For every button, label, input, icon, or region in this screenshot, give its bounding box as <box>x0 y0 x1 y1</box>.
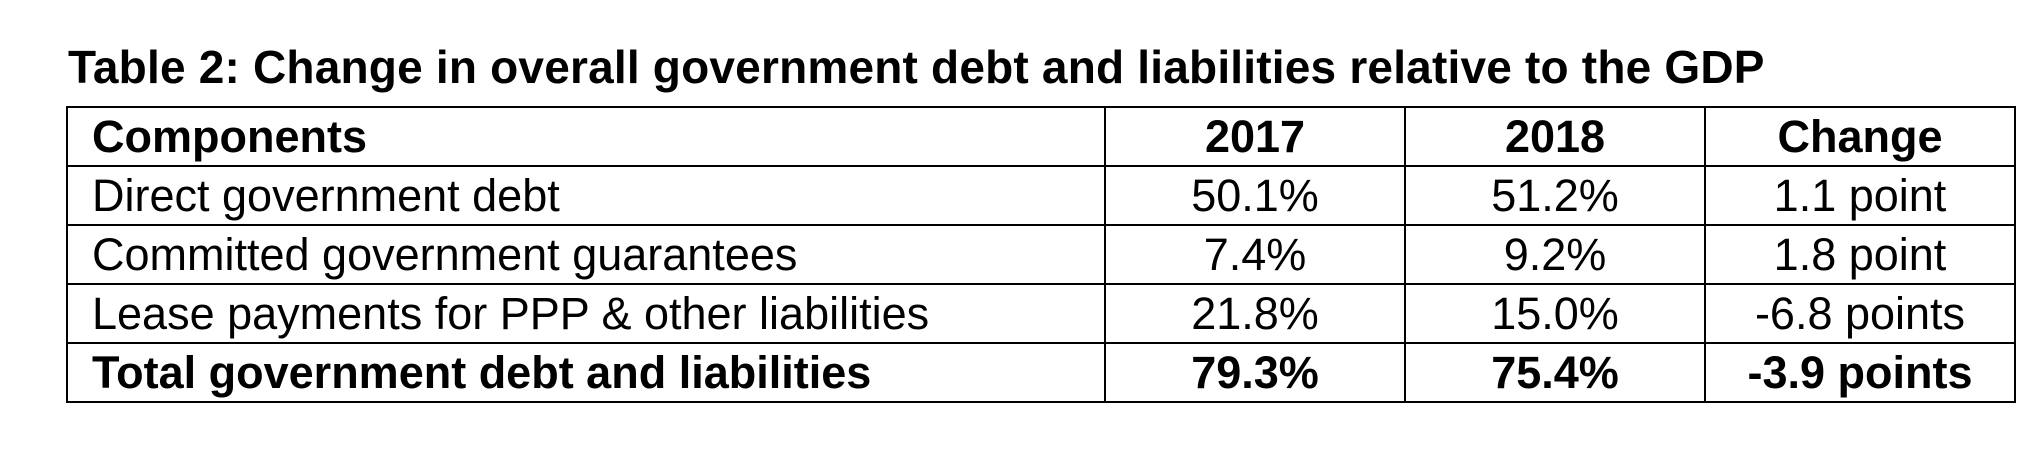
header-change: Change <box>1704 106 2016 167</box>
header-2018: 2018 <box>1404 106 1706 167</box>
table-row: Committed government guarantees 7.4% 9.2… <box>66 224 2016 285</box>
table-total-row: Total government debt and liabilities 79… <box>66 342 2016 403</box>
debt-liabilities-table: Components 2017 2018 Change Direct gover… <box>66 106 2016 403</box>
row-change: 1.1 point <box>1704 165 2016 226</box>
row-value-2018: 9.2% <box>1404 224 1706 285</box>
total-value-2017: 79.3% <box>1104 342 1406 403</box>
table-header-row: Components 2017 2018 Change <box>66 106 2016 167</box>
header-2017: 2017 <box>1104 106 1406 167</box>
row-value-2018: 15.0% <box>1404 283 1706 344</box>
total-value-2018: 75.4% <box>1404 342 1706 403</box>
row-value-2018: 51.2% <box>1404 165 1706 226</box>
row-value-2017: 21.8% <box>1104 283 1406 344</box>
row-value-2017: 50.1% <box>1104 165 1406 226</box>
row-component: Lease payments for PPP & other liabiliti… <box>66 283 1106 344</box>
table-row: Lease payments for PPP & other liabiliti… <box>66 283 2016 344</box>
total-label: Total government debt and liabilities <box>66 342 1106 403</box>
table-row: Direct government debt 50.1% 51.2% 1.1 p… <box>66 165 2016 226</box>
row-component: Committed government guarantees <box>66 224 1106 285</box>
total-change: -3.9 points <box>1704 342 2016 403</box>
row-change: -6.8 points <box>1704 283 2016 344</box>
table-caption: Table 2: Change in overall government de… <box>68 41 1765 93</box>
row-value-2017: 7.4% <box>1104 224 1406 285</box>
header-components: Components <box>66 106 1106 167</box>
row-component: Direct government debt <box>66 165 1106 226</box>
row-change: 1.8 point <box>1704 224 2016 285</box>
